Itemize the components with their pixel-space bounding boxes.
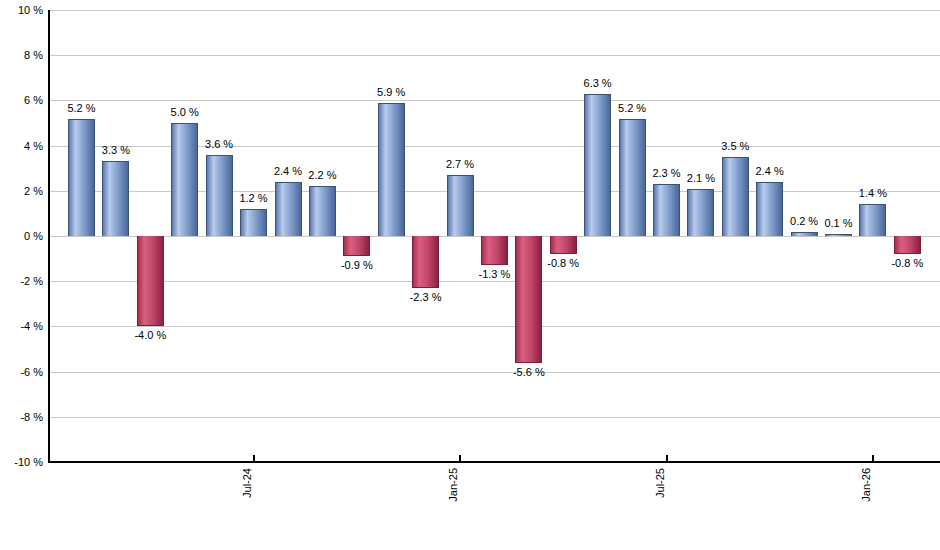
bar-value-label: -2.3 % bbox=[396, 291, 456, 304]
bar bbox=[447, 175, 474, 236]
bar-value-label: -0.8 % bbox=[877, 257, 937, 270]
y-axis-tick-label: -8 % bbox=[0, 411, 43, 424]
bar-value-label: 2.2 % bbox=[292, 169, 352, 182]
y-axis-tick-label: 2 % bbox=[0, 185, 43, 198]
bar bbox=[550, 236, 577, 254]
x-axis-tick-mark bbox=[666, 455, 668, 463]
x-axis-tick-label: Jul-25 bbox=[654, 468, 666, 508]
bar-value-label: -0.8 % bbox=[533, 257, 593, 270]
y-axis-tick-label: 0 % bbox=[0, 230, 43, 243]
y-axis-tick-label: 4 % bbox=[0, 140, 43, 153]
gridline bbox=[48, 326, 940, 327]
bar bbox=[653, 184, 680, 236]
bar bbox=[309, 186, 336, 236]
bar-value-label: 3.5 % bbox=[705, 140, 765, 153]
y-axis-tick-label: -2 % bbox=[0, 275, 43, 288]
bar bbox=[412, 236, 439, 288]
bar-value-label: -5.6 % bbox=[499, 366, 559, 379]
bar-value-label: -4.0 % bbox=[120, 329, 180, 342]
bar-value-label: 0.1 % bbox=[809, 217, 869, 230]
bar-value-label: 5.0 % bbox=[155, 106, 215, 119]
gridline bbox=[48, 100, 940, 101]
bar-value-label: 2.1 % bbox=[671, 172, 731, 185]
gridline bbox=[48, 417, 940, 418]
y-axis-tick-label: -4 % bbox=[0, 320, 43, 333]
bar-value-label: 5.2 % bbox=[602, 102, 662, 115]
x-axis-tick-label: Jul-24 bbox=[241, 468, 253, 508]
bar bbox=[240, 209, 267, 236]
x-axis-tick-mark bbox=[459, 455, 461, 463]
bar bbox=[825, 234, 852, 236]
y-axis-line bbox=[48, 10, 50, 463]
bar bbox=[275, 182, 302, 236]
bar-value-label: 1.4 % bbox=[843, 187, 903, 200]
gridline bbox=[48, 10, 940, 11]
bar-value-label: 2.7 % bbox=[430, 158, 490, 171]
x-axis-tick-label: Jan-26 bbox=[860, 468, 872, 508]
x-axis-tick-mark bbox=[253, 455, 255, 463]
bar-value-label: 5.9 % bbox=[361, 86, 421, 99]
bar bbox=[756, 182, 783, 236]
bar bbox=[894, 236, 921, 254]
bar bbox=[343, 236, 370, 256]
y-axis-tick-label: 8 % bbox=[0, 49, 43, 62]
gridline bbox=[48, 55, 940, 56]
x-axis-tick-mark bbox=[872, 455, 874, 463]
monthly-returns-bar-chart: 10 % 8 % 6 % 4 % 2 % 0 % -2 % -4 % -6 % -8 % -10 %… bbox=[0, 0, 940, 550]
y-axis-tick-label: 6 % bbox=[0, 94, 43, 107]
bar bbox=[378, 103, 405, 236]
bar-value-label: 5.2 % bbox=[52, 102, 112, 115]
bar bbox=[137, 236, 164, 326]
x-axis-line bbox=[48, 461, 940, 463]
bar bbox=[68, 119, 95, 237]
bar-value-label: -1.3 % bbox=[464, 268, 524, 281]
bar-value-label: 3.3 % bbox=[86, 144, 146, 157]
bar bbox=[102, 161, 129, 236]
gridline bbox=[48, 372, 940, 373]
bar-value-label: 1.2 % bbox=[224, 192, 284, 205]
bar bbox=[584, 94, 611, 236]
bar-value-label: -0.9 % bbox=[327, 259, 387, 272]
bar bbox=[791, 232, 818, 237]
bar bbox=[687, 189, 714, 237]
bar bbox=[481, 236, 508, 265]
bar-value-label: 6.3 % bbox=[568, 77, 628, 90]
bar-value-label: 3.6 % bbox=[189, 138, 249, 151]
bar-value-label: 2.4 % bbox=[740, 165, 800, 178]
y-axis-tick-label: 10 % bbox=[0, 4, 43, 17]
bar bbox=[515, 236, 542, 363]
y-axis-tick-label: -6 % bbox=[0, 366, 43, 379]
y-axis-tick-label: -10 % bbox=[0, 456, 43, 469]
x-axis-tick-label: Jan-25 bbox=[447, 468, 459, 508]
